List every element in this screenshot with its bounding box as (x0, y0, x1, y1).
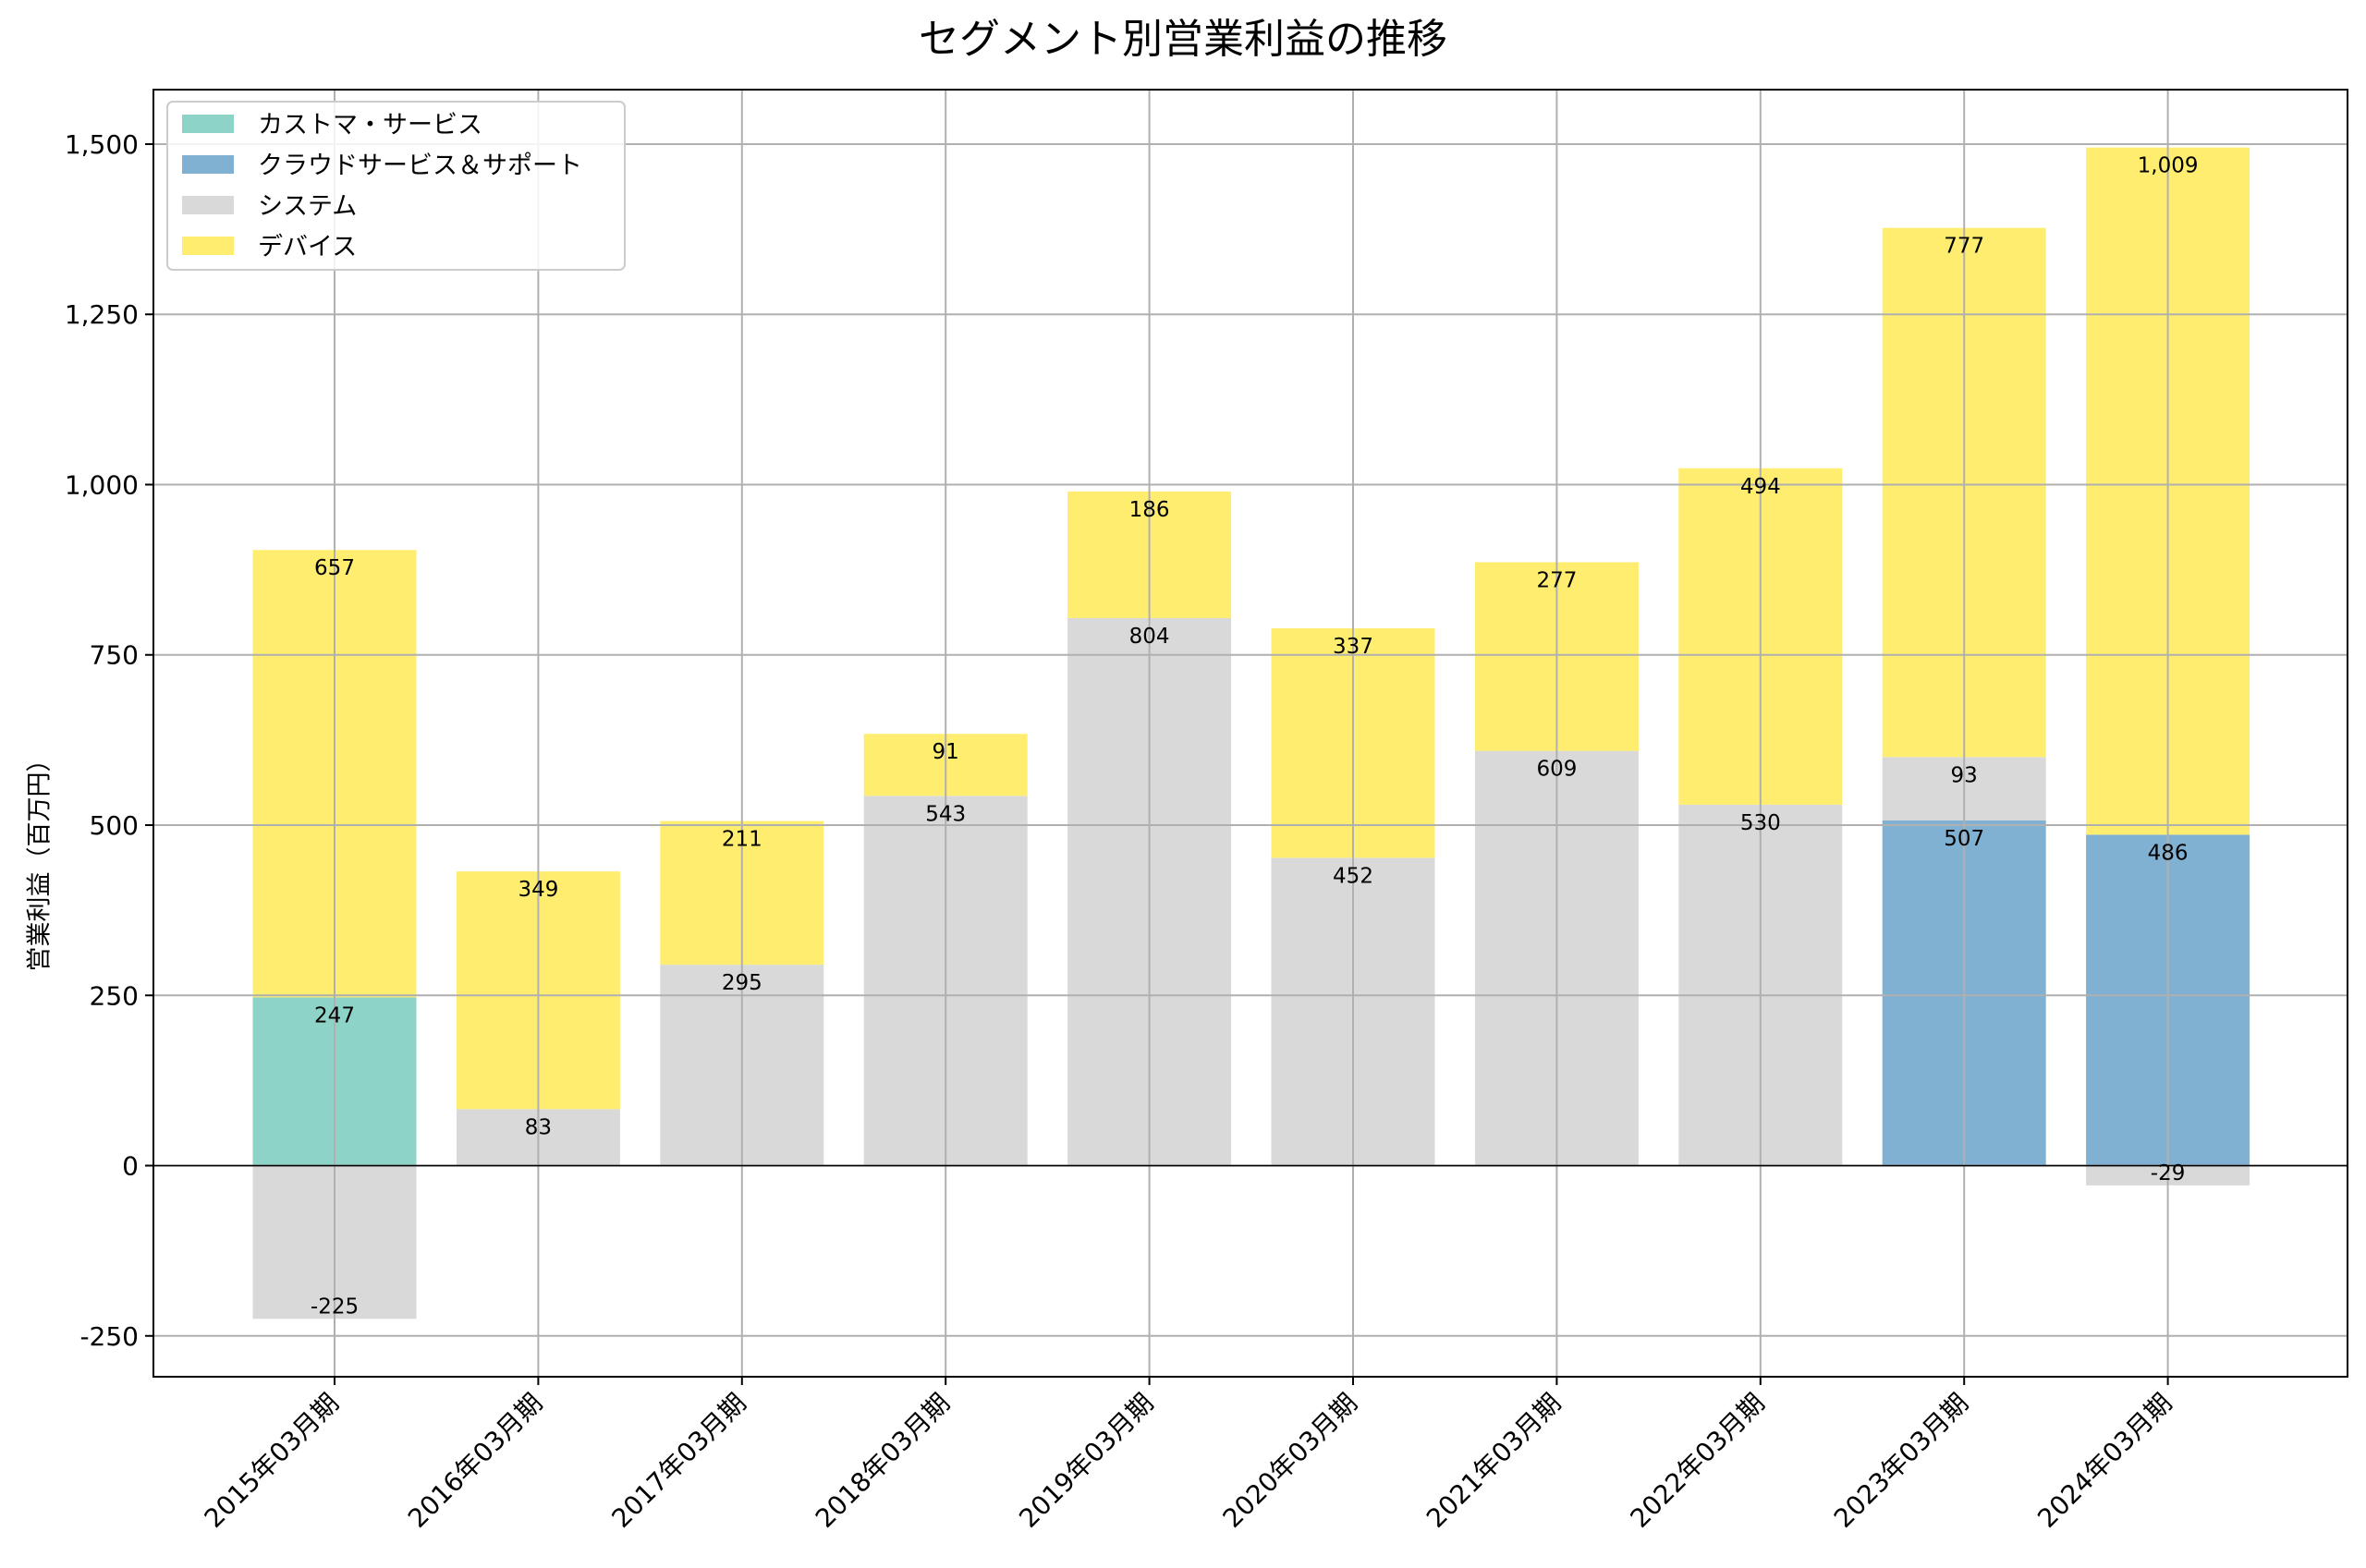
legend-box (166, 101, 626, 271)
bars-layer (252, 147, 2250, 1319)
y-tick-label-2: 250 (90, 980, 139, 1011)
legend-label-3: デバイス (258, 233, 357, 261)
x-tick-label-6: 2021年03月期 (1421, 1388, 1567, 1534)
x-tick-label-1: 2016年03月期 (402, 1388, 548, 1534)
y-tick-label-5: 1,000 (65, 469, 139, 500)
y-tick-label-6: 1,250 (65, 299, 139, 330)
legend-swatch-1 (182, 155, 234, 174)
y-tick-label-0: -250 (79, 1321, 139, 1352)
data-label-0-0: 247 (314, 1003, 355, 1027)
y-tick-label-1: 0 (122, 1151, 139, 1182)
data-label-2-5: 452 (1333, 864, 1373, 888)
data-label-1-8: 507 (1944, 827, 1984, 851)
data-label-2-6: 609 (1536, 758, 1577, 782)
data-label-2-1: 83 (525, 1115, 552, 1139)
data-label-1-9: 486 (2148, 841, 2189, 865)
data-label-2-3: 543 (925, 802, 966, 826)
plot-frame (152, 89, 2348, 1378)
legend-swatch-3 (182, 237, 234, 255)
data-label-3-6: 277 (1536, 569, 1577, 593)
x-tick-label-8: 2023年03月期 (1828, 1388, 1974, 1534)
y-tick-label-3: 500 (90, 810, 139, 841)
data-label-3-9: 1,009 (2138, 154, 2199, 178)
x-tick-label-7: 2022年03月期 (1624, 1388, 1770, 1534)
y-tick-label-7: 1,500 (65, 129, 139, 160)
data-label-2-8: 93 (1951, 763, 1978, 787)
data-label-3-7: 494 (1740, 475, 1781, 499)
data-label-2-2: 295 (722, 971, 762, 995)
data-label-2-9: -29 (2151, 1161, 2186, 1185)
data-label-3-8: 777 (1944, 235, 1984, 259)
x-tick-label-3: 2018年03月期 (810, 1388, 956, 1534)
legend-swatch-2 (182, 196, 234, 214)
data-label-2-4: 804 (1129, 625, 1170, 649)
x-tick-label-5: 2020年03月期 (1217, 1388, 1363, 1534)
legend-label-0: カストマ・サービス (258, 111, 482, 140)
data-labels-layer: 247 507 486 -225 83 295 543 804 452 609 530 93 -29 65… (311, 154, 2199, 1319)
legend-swatch-0 (182, 115, 234, 133)
x-tick-label-4: 2019年03月期 (1013, 1388, 1159, 1534)
data-label-3-4: 186 (1129, 498, 1170, 522)
data-label-2-0: -225 (311, 1295, 359, 1319)
chart-title: セグメント別営業利益の推移 (919, 16, 1447, 63)
x-tick-label-9: 2024年03月期 (2031, 1388, 2177, 1534)
data-label-3-2: 211 (722, 828, 762, 852)
x-tick-label-0: 2015年03月期 (199, 1388, 345, 1534)
y-tick-label-4: 750 (90, 640, 139, 671)
data-label-3-3: 91 (933, 740, 959, 764)
legend-label-2: システム (258, 192, 357, 221)
legend-label-1: クラウドサービス＆サポート (258, 152, 582, 180)
x-tick-label-2: 2017年03月期 (605, 1388, 751, 1534)
data-label-3-5: 337 (1333, 635, 1373, 659)
data-label-3-0: 657 (314, 556, 355, 580)
data-label-2-7: 530 (1740, 811, 1781, 835)
data-label-3-1: 349 (518, 878, 558, 902)
